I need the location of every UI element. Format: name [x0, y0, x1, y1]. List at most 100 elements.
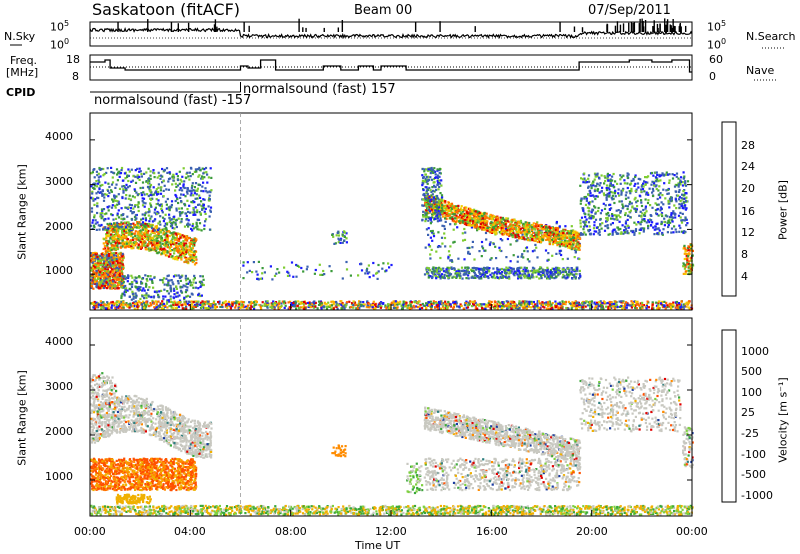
power-cell: [164, 251, 167, 254]
power-cell: [91, 221, 94, 224]
power-cell: [681, 230, 684, 233]
power-cell: [155, 203, 158, 206]
power-cell: [137, 222, 140, 225]
power-cell: [552, 272, 555, 275]
power-cell: [516, 232, 519, 235]
power-cell: [132, 222, 135, 225]
power-cell: [134, 244, 137, 247]
power-cell: [536, 269, 539, 272]
power-cell: [449, 223, 452, 226]
power-cell: [124, 197, 127, 200]
power-cell: [516, 273, 519, 276]
power-cell: [177, 282, 180, 285]
power-cell: [149, 278, 152, 281]
power-cell: [128, 185, 131, 188]
power-cell: [437, 270, 440, 273]
power-cell: [570, 235, 573, 238]
power-cell: [132, 207, 135, 210]
power-cell: [116, 244, 119, 247]
power-cell: [431, 206, 434, 209]
power-cell: [117, 216, 121, 219]
power-cell: [161, 239, 164, 242]
power-cell: [134, 218, 137, 221]
power-cell: [445, 274, 449, 277]
power-cell: [125, 276, 128, 279]
power-cell: [148, 240, 151, 243]
power-cell: [100, 223, 103, 227]
power-cell: [120, 271, 123, 274]
power-cell: [455, 275, 458, 278]
power-cell: [484, 275, 487, 279]
power-cell: [177, 249, 180, 252]
power-cell: [571, 277, 574, 280]
power-cell: [137, 244, 140, 247]
power-cell: [193, 212, 196, 215]
power-cell: [437, 175, 440, 178]
power-cell: [99, 175, 102, 178]
power-cell: [191, 284, 194, 287]
power-cell: [106, 205, 109, 209]
power-cell: [436, 275, 440, 279]
power-cell: [90, 172, 93, 175]
power-cell: [509, 271, 512, 274]
power-cell: [624, 204, 627, 207]
power-cell: [613, 218, 616, 221]
power-cell: [129, 209, 132, 213]
power-cell: [134, 276, 137, 279]
power-cell: [190, 238, 193, 241]
power-cell: [91, 171, 94, 174]
power-cell: [425, 215, 428, 218]
power-cell: [126, 227, 129, 230]
power-cell: [500, 226, 503, 230]
power-cell: [176, 295, 179, 298]
power-cell: [145, 285, 148, 288]
power-cell: [193, 170, 196, 173]
power-cell: [94, 264, 97, 267]
power-cell: [120, 286, 123, 289]
power-cell: [537, 231, 540, 234]
power-cell: [517, 266, 521, 270]
power-cell: [434, 205, 437, 208]
power-cell: [117, 226, 120, 229]
power-cell: [520, 276, 523, 279]
power-cell: [144, 244, 147, 247]
power-cell: [111, 274, 114, 277]
power-cell: [539, 270, 542, 273]
power-cell: [108, 258, 111, 261]
power-cell: [533, 231, 536, 234]
power-cell: [554, 241, 557, 244]
power-cell: [194, 182, 198, 185]
power-cell: [148, 249, 151, 252]
power-cell: [156, 176, 159, 179]
power-cell: [523, 238, 526, 241]
power-cell: [160, 209, 164, 212]
power-cell: [685, 218, 688, 221]
power-cell: [113, 277, 116, 280]
power-cell: [531, 274, 534, 277]
power-cell: [112, 200, 115, 203]
power-cell: [523, 231, 526, 234]
power-cell: [125, 237, 128, 240]
power-cell: [165, 232, 168, 235]
power-cell: [193, 210, 196, 213]
power-cell: [557, 237, 560, 240]
power-cell: [205, 190, 208, 193]
power-cell: [122, 188, 125, 191]
power-cell: [118, 264, 121, 267]
power-cell: [102, 167, 105, 171]
power-cell: [93, 280, 97, 283]
power-cell: [566, 236, 569, 240]
power-cell: [109, 280, 113, 283]
power-cell: [547, 258, 550, 261]
power-cell: [114, 199, 117, 202]
power-cell: [579, 274, 582, 277]
power-cell: [153, 249, 156, 252]
power-cell: [648, 218, 651, 221]
power-cell: [112, 280, 115, 283]
power-cell: [152, 193, 155, 196]
power-cell: [202, 172, 205, 175]
power-cell: [567, 267, 570, 270]
power-cell: [138, 288, 142, 291]
power-cell: [614, 191, 617, 194]
power-cell: [175, 225, 178, 229]
